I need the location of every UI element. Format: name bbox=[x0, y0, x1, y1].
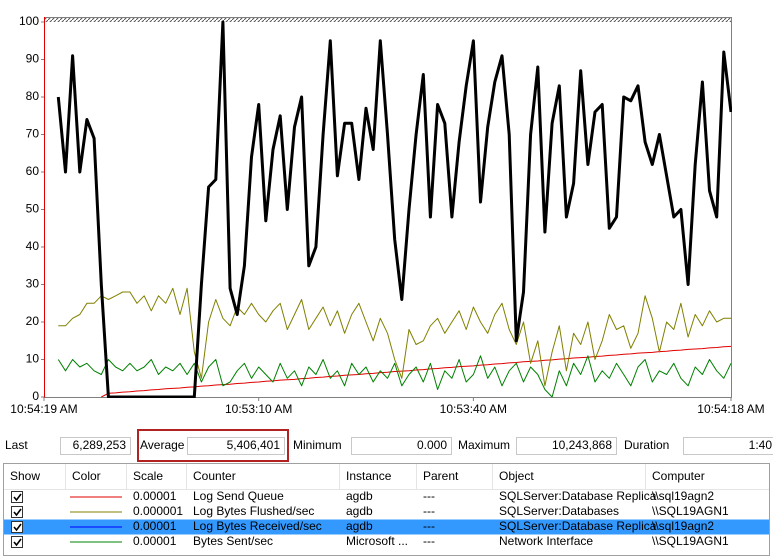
column-header: Instance bbox=[346, 469, 392, 483]
stat-box bbox=[187, 437, 285, 455]
checkmark bbox=[13, 508, 22, 517]
cell: agdb bbox=[346, 489, 373, 503]
cell: Log Bytes Received/sec bbox=[193, 519, 322, 533]
y-tick-label: 40 bbox=[26, 239, 40, 253]
cell: Microsoft ... bbox=[346, 534, 408, 548]
column-header: Computer bbox=[652, 469, 705, 483]
cell: agdb bbox=[346, 504, 373, 518]
y-tick-label: 60 bbox=[26, 164, 40, 178]
cell: agdb bbox=[346, 519, 373, 533]
checkbox[interactable] bbox=[11, 491, 23, 503]
y-tick-label: 90 bbox=[26, 52, 40, 66]
stat-box bbox=[683, 437, 773, 455]
series-line bbox=[101, 345, 732, 398]
column-header: Color bbox=[72, 469, 101, 483]
stat-value: 10,243,868 bbox=[552, 438, 612, 452]
stats-bar: Last 6,289,253 Average 5,406,401 Minimum 0.00… bbox=[5, 429, 773, 462]
cell: \\SQL19AGN1 bbox=[652, 504, 729, 518]
column-header: Object bbox=[499, 469, 534, 483]
y-tick-label: 10 bbox=[26, 352, 40, 366]
y-tick-label: 50 bbox=[26, 202, 40, 216]
checkmark bbox=[13, 538, 22, 547]
checkbox[interactable] bbox=[11, 506, 23, 518]
cell: Log Bytes Flushed/sec bbox=[193, 504, 314, 518]
series-line bbox=[58, 287, 731, 387]
stat-box bbox=[60, 437, 131, 455]
checkbox[interactable] bbox=[11, 521, 23, 533]
x-tick-label: 10:54:18 AM bbox=[697, 402, 764, 416]
cell: \\SQL19AGN1 bbox=[652, 534, 729, 548]
stat-label: Duration bbox=[624, 438, 669, 452]
y-tick-label: 70 bbox=[26, 127, 40, 141]
cell: SQLServer:Databases bbox=[499, 504, 619, 518]
cell: Network Interface bbox=[499, 534, 593, 548]
column-header: Scale bbox=[133, 469, 163, 483]
plot bbox=[56, 20, 732, 398]
column-header: Show bbox=[10, 469, 40, 483]
x-tick-label: 10:53:10 AM bbox=[225, 402, 292, 416]
stat-label: Last bbox=[5, 438, 28, 452]
checkbox[interactable] bbox=[11, 536, 23, 548]
series-line bbox=[57, 355, 732, 398]
cell: --- bbox=[423, 504, 435, 518]
y-tick-label: 100 bbox=[19, 14, 39, 28]
cell: SQLServer:Database Replica bbox=[499, 489, 657, 503]
stat-value: 6,289,253 bbox=[73, 438, 127, 452]
stat-box bbox=[351, 437, 452, 455]
stat-label: Minimum bbox=[293, 438, 342, 452]
stat-value: 5,406,401 bbox=[227, 438, 281, 452]
cell: 0.000001 bbox=[133, 504, 183, 518]
cell: Log Send Queue bbox=[193, 489, 284, 503]
cell: --- bbox=[423, 534, 435, 548]
cell: --- bbox=[423, 489, 435, 503]
cell: Bytes Sent/sec bbox=[193, 534, 273, 548]
checkmark bbox=[13, 523, 22, 532]
stat-highlight bbox=[137, 429, 289, 462]
cell: --- bbox=[423, 519, 435, 533]
overflow-band bbox=[44, 17, 732, 22]
y-tick-label: 20 bbox=[26, 314, 40, 328]
cell: \\sql19agn2 bbox=[652, 489, 714, 503]
series-line bbox=[56, 20, 732, 398]
stat-label: Maximum bbox=[458, 438, 510, 452]
counter-table: Show Color Scale Counter Instance Parent Objec… bbox=[3, 463, 770, 556]
stat-box bbox=[516, 437, 617, 455]
x-tick-label: 10:53:40 AM bbox=[440, 402, 507, 416]
table-frame bbox=[3, 463, 770, 556]
cell: 0.00001 bbox=[133, 489, 177, 503]
selected-row bbox=[4, 519, 769, 535]
cell: 0.00001 bbox=[133, 519, 177, 533]
cell: SQLServer:Database Replica bbox=[499, 519, 657, 533]
y-tick-label: 80 bbox=[26, 89, 40, 103]
axes: 0 10 20 30 40 50 60 70 80 90 100 10:54:19 AM 10:53:1… bbox=[10, 14, 764, 416]
cell: 0.00001 bbox=[133, 534, 177, 548]
x-tick-label: 10:54:19 AM bbox=[10, 402, 77, 416]
column-header: Parent bbox=[423, 469, 459, 483]
column-header: Counter bbox=[193, 469, 236, 483]
y-tick-label: 0 bbox=[32, 389, 39, 403]
checkmark bbox=[13, 493, 22, 502]
cell: \\sql19agn2 bbox=[652, 519, 714, 533]
stat-value: 0.000 bbox=[417, 438, 447, 452]
stat-value: 1:40 bbox=[749, 438, 773, 452]
y-tick-label: 30 bbox=[26, 277, 40, 291]
stat-label: Average bbox=[140, 438, 185, 452]
